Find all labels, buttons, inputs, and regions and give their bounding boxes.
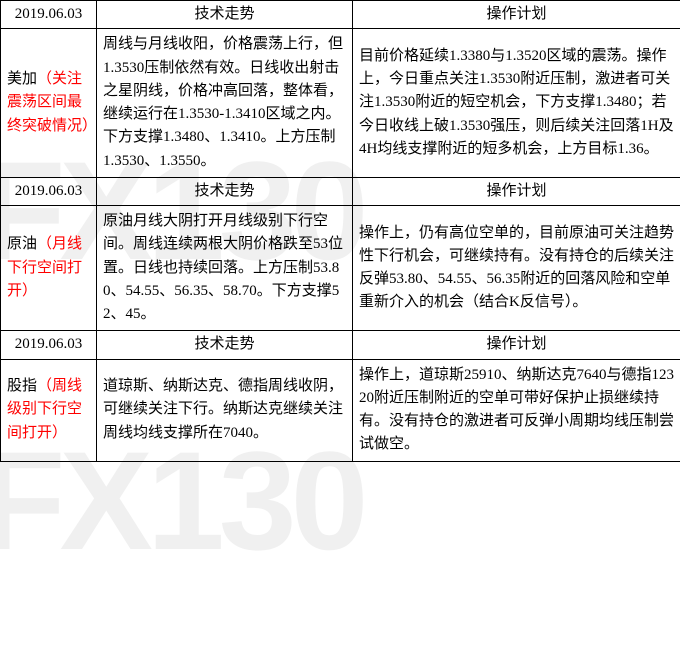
trend-header: 技术走势 [97,177,353,205]
label-main: 美加 [7,71,37,87]
trend-cell: 原油月线大阴打开月线级别下行空间。周线连续两根大阴价格跌至53位置。日线也持续回… [97,206,353,331]
analysis-table: 2019.06.03 技术走势 操作计划 美加（关注震荡区间最终突破情况） 周线… [0,0,680,462]
label-cell: 股指（周线级别下行空间打开） [1,359,97,461]
date-cell: 2019.06.03 [1,1,97,29]
date-cell: 2019.06.03 [1,177,97,205]
trend-cell: 道琼斯、纳斯达克、德指周线收阴，可继续关注下行。纳斯达克继续关注周线均线支撑所在… [97,359,353,461]
plan-cell: 操作上，道琼斯25910、纳斯达克7640与德指12320附近压制附近的空单可带… [353,359,680,461]
label-cell: 美加（关注震荡区间最终突破情况） [1,29,97,178]
label-cell: 原油（月线下行空间打开） [1,206,97,331]
label-main: 股指 [7,378,37,394]
trend-cell: 周线与月线收阳，价格震荡上行，但1.3530压制依然有效。日线收出射击之星阴线，… [97,29,353,178]
table-row: 美加（关注震荡区间最终突破情况） 周线与月线收阳，价格震荡上行，但1.3530压… [1,29,680,178]
plan-cell: 操作上，仍有高位空单的，目前原油可关注趋势性下行机会，可继续持有。没有持仓的后续… [353,206,680,331]
plan-header: 操作计划 [353,331,680,359]
date-cell: 2019.06.03 [1,331,97,359]
table-row: 2019.06.03 技术走势 操作计划 [1,177,680,205]
table-row: 股指（周线级别下行空间打开） 道琼斯、纳斯达克、德指周线收阴，可继续关注下行。纳… [1,359,680,461]
plan-cell: 目前价格延续1.3380与1.3520区域的震荡。操作上，今日重点关注1.353… [353,29,680,178]
table-row: 2019.06.03 技术走势 操作计划 [1,1,680,29]
table-row: 2019.06.03 技术走势 操作计划 [1,331,680,359]
trend-header: 技术走势 [97,331,353,359]
label-main: 原油 [7,236,37,252]
plan-header: 操作计划 [353,177,680,205]
plan-header: 操作计划 [353,1,680,29]
trend-header: 技术走势 [97,1,353,29]
table-row: 原油（月线下行空间打开） 原油月线大阴打开月线级别下行空间。周线连续两根大阴价格… [1,206,680,331]
